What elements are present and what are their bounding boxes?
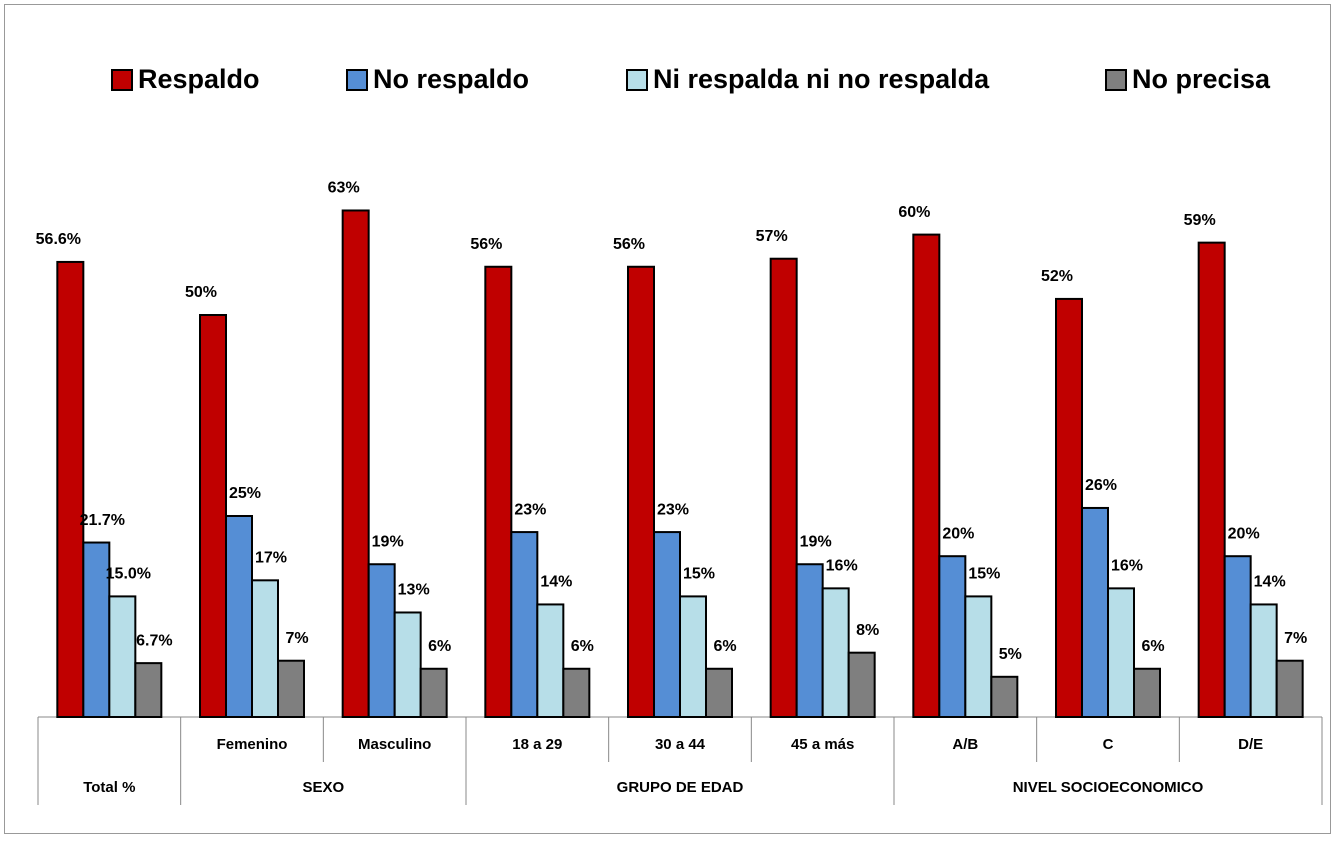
bar (562, 667, 591, 719)
data-label: 19% (800, 533, 832, 550)
data-label: 6% (428, 638, 451, 655)
data-label: 16% (826, 558, 858, 575)
data-label: 15% (968, 566, 1000, 583)
x-tick-label: 45 a más (791, 736, 854, 753)
data-label: 13% (398, 582, 430, 599)
data-label: 25% (229, 485, 261, 502)
data-label: 7% (1284, 630, 1307, 647)
data-label: 56% (613, 236, 645, 253)
legend-label: No precisa (1132, 64, 1271, 94)
legend-swatch (1105, 69, 1127, 91)
bar (367, 563, 396, 718)
bar (1275, 659, 1304, 718)
bar (821, 587, 850, 718)
bar (1081, 506, 1109, 718)
data-label: 59% (1184, 212, 1216, 229)
data-label: 60% (898, 204, 930, 221)
data-label: 20% (1228, 525, 1260, 542)
legend-swatch (346, 69, 368, 91)
data-label: 6% (713, 638, 736, 655)
bar (199, 314, 227, 718)
bar (1055, 297, 1083, 718)
bar (1107, 587, 1135, 718)
data-label: 14% (1254, 574, 1286, 591)
x-tick-label: Femenino (217, 736, 288, 753)
bar (225, 515, 253, 718)
data-label: 14% (540, 574, 572, 591)
data-label: 19% (372, 533, 404, 550)
bar (510, 531, 539, 719)
bar (1223, 555, 1252, 719)
bar (134, 662, 163, 719)
x-tick-label: 30 a 44 (655, 736, 706, 753)
data-label: 23% (514, 501, 546, 518)
data-label: 16% (1111, 558, 1143, 575)
legend-label: Respaldo (138, 64, 260, 94)
bar (769, 257, 798, 718)
data-label: 26% (1085, 477, 1117, 494)
bar (938, 555, 967, 719)
data-label: 8% (856, 622, 879, 639)
bar (1249, 603, 1278, 718)
group-label: GRUPO DE EDAD (617, 779, 744, 796)
data-label: 56% (470, 236, 502, 253)
legend-swatch (111, 69, 133, 91)
bar (847, 651, 876, 718)
data-label: 63% (328, 180, 360, 197)
data-label: 52% (1041, 268, 1073, 285)
legend-swatch (626, 69, 648, 91)
data-label: 17% (255, 550, 287, 567)
bar (990, 675, 1019, 718)
x-tick-label: Masculino (358, 736, 431, 753)
bar (393, 611, 422, 718)
group-label: Total % (83, 779, 135, 796)
data-label: 6% (571, 638, 594, 655)
bar (1197, 241, 1226, 718)
data-label: 23% (657, 501, 689, 518)
bar (795, 563, 824, 718)
x-tick-label: C (1103, 736, 1114, 753)
data-label: 50% (185, 284, 217, 301)
bar (82, 541, 111, 718)
bar (419, 667, 448, 719)
bar (108, 595, 137, 719)
group-label: NIVEL SOCIOECONOMICO (1013, 779, 1204, 796)
x-tick-label: 18 a 29 (512, 736, 562, 753)
legend-label: Ni respalda ni no respalda (653, 64, 990, 94)
data-label: 15% (683, 566, 715, 583)
data-label: 15.0% (106, 566, 151, 583)
legend-label: No respaldo (373, 64, 529, 94)
bar (251, 579, 279, 718)
bar (277, 659, 305, 718)
data-label: 56.6% (36, 231, 81, 248)
data-label: 6% (1141, 638, 1164, 655)
bar (1133, 667, 1161, 719)
bar (536, 603, 565, 718)
bar (627, 265, 655, 718)
data-label: 5% (999, 646, 1022, 663)
chart-border (4, 4, 1331, 834)
bar (56, 260, 85, 718)
bar (484, 265, 513, 718)
x-tick-label: A/B (952, 736, 978, 753)
data-label: 20% (942, 525, 974, 542)
data-label: 21.7% (80, 512, 125, 529)
bar (705, 667, 733, 719)
group-label: SEXO (302, 779, 344, 796)
bar (341, 209, 370, 718)
bar (964, 595, 993, 719)
bar (679, 595, 707, 719)
data-label: 7% (285, 630, 308, 647)
bar (653, 531, 681, 719)
x-tick-label: D/E (1238, 736, 1263, 753)
data-label: 57% (756, 228, 788, 245)
bar (912, 233, 941, 718)
data-label: 6.7% (136, 632, 172, 649)
